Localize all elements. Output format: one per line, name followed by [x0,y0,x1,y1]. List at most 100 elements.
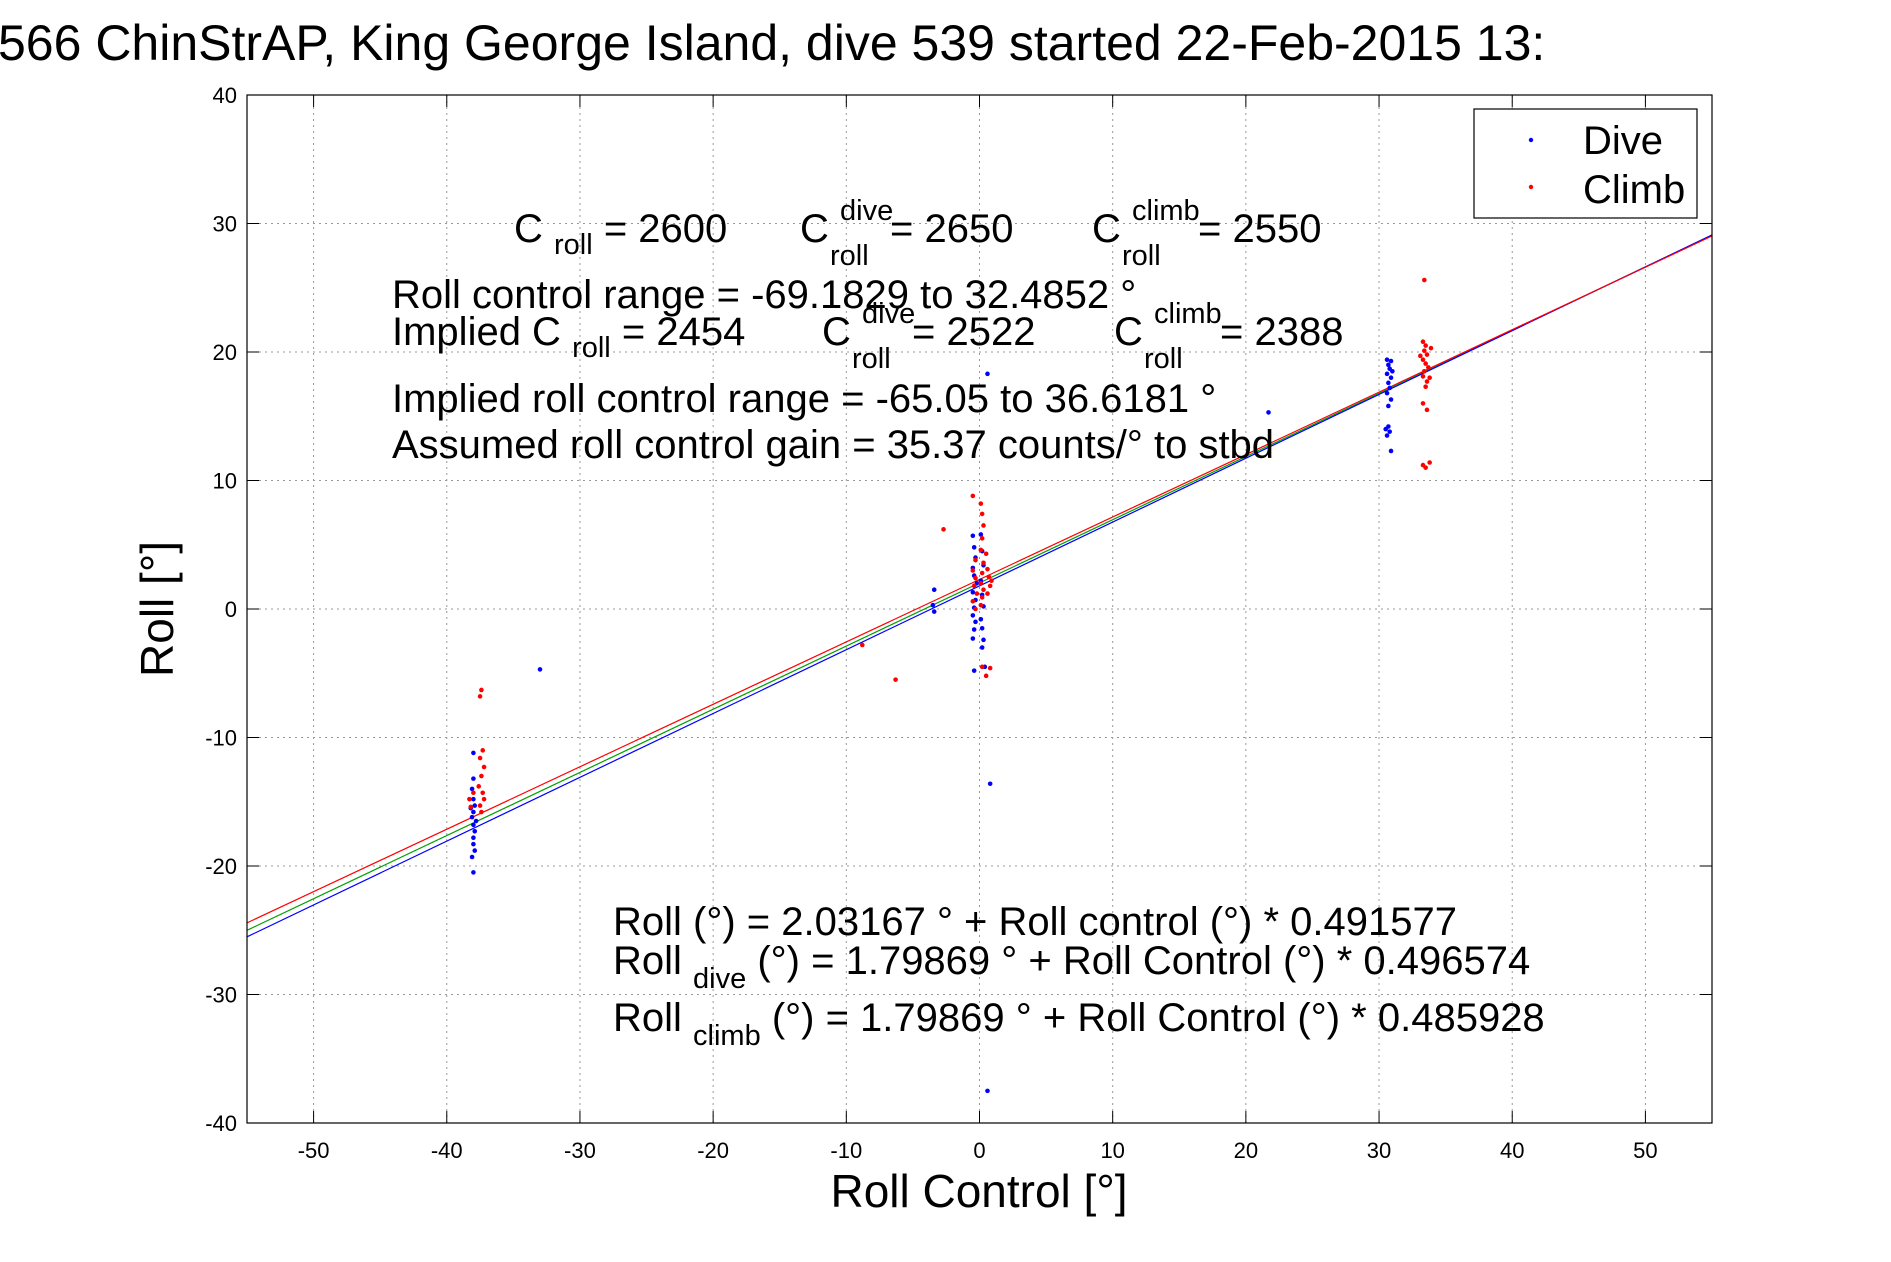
annotation-fit-climb: Roll climb (°) = 1.79869 ° + Roll Contro… [613,996,1545,1054]
point-climb [477,694,483,699]
point-dive [1387,385,1392,391]
point-climb [978,602,984,608]
point-climb [971,583,977,589]
y-tick-label: 20 [213,340,237,365]
x-tick-label: -40 [431,1138,463,1163]
point-climb [979,511,985,517]
point-climb [973,606,978,612]
x-tick-label: 50 [1633,1138,1657,1163]
axis-tick-labels: -50 -40 -30 -20 -10 0 10 20 30 40 50 -40 -30 -20 -10 0 1… [205,83,1657,1163]
point-climb [480,748,486,753]
point-climb [1422,368,1427,374]
point-dive [1384,357,1390,363]
point-dive [469,814,475,820]
point-dive [971,627,977,632]
point-climb [479,773,484,779]
point-dive [469,854,475,860]
point-dive [930,602,936,608]
point-dive [978,616,984,622]
x-tick-label: 40 [1500,1138,1524,1163]
point-climb [979,570,985,576]
point-climb [1423,384,1428,389]
point-climb [981,523,986,528]
point-climb [986,574,992,580]
point-climb [1427,375,1432,381]
point-climb [979,595,985,600]
point-climb [1423,343,1428,348]
point-dive [1384,390,1390,396]
point-dive [1388,375,1394,381]
point-dive [931,609,937,614]
legend-box [1473,108,1698,219]
point-dive [472,803,478,808]
y-axis-label: Roll [°] [131,541,183,677]
fit-line-dive [246,234,1713,938]
x-tick-label: -20 [697,1138,729,1163]
point-dive [970,636,976,641]
x-tick-label: -10 [830,1138,862,1163]
annotation-implied-c-roll-dive: C dive roll = 2522 [822,288,1035,377]
point-dive [471,822,476,828]
point-dive [472,848,478,853]
point-climb [477,803,483,808]
point-climb [860,642,865,648]
point-climb [941,527,946,532]
y-tick-label: 10 [213,469,237,494]
chart-title: 566 ChinStrAP, King George Island, dive … [0,15,1545,71]
point-climb [1420,339,1426,345]
point-dive [970,613,976,618]
point-climb [1422,348,1427,354]
point-dive [471,841,476,847]
point-dive [1266,410,1271,415]
point-dive [971,545,977,550]
point-dive [1387,429,1392,434]
x-tick-label: -30 [564,1138,596,1163]
point-climb [1420,357,1426,363]
point-dive [1383,426,1389,432]
x-tick-label: 0 [973,1138,985,1163]
point-dive [1386,362,1391,368]
point-dive [1386,403,1391,409]
point-climb [1428,345,1434,351]
annotation-fit-dive: Roll dive (°) = 1.79869 ° + Roll Control… [613,939,1530,997]
legend-climb-marker [1528,184,1534,190]
point-climb [1423,465,1428,470]
point-dive [1388,448,1394,454]
point-climb [1426,365,1431,370]
point-dive [981,637,986,643]
point-climb [467,796,472,802]
point-climb [468,804,474,810]
y-tick-label: 30 [213,212,237,237]
point-climb [1427,460,1432,465]
point-dive [1384,371,1390,377]
point-climb [973,557,978,563]
point-climb [471,790,476,796]
point-dive [970,533,976,539]
point-climb [981,587,986,593]
point-dive [471,809,476,815]
point-dive [973,619,978,625]
annotation-roll-control-range: Roll control range = -69.1829 to 32.4852… [392,273,1136,317]
y-tick-label: -10 [205,726,237,751]
point-dive [471,835,476,841]
point-dive [1384,433,1390,438]
point-climb [1423,361,1428,366]
point-climb [978,581,984,586]
x-tick-label: 20 [1234,1138,1258,1163]
point-climb [1424,352,1430,357]
point-climb [987,665,993,671]
point-climb [481,796,487,802]
annotation-fit-all: Roll (°) = 2.03167 ° + Roll control (°) … [613,900,1457,944]
y-tick-label: -40 [205,1111,237,1136]
point-dive [985,371,990,377]
point-dive [970,589,976,595]
annotation-c-roll: C roll = 2600 [514,207,727,263]
point-climb [1420,374,1426,379]
point-climb [979,664,985,670]
point-dive [471,796,476,802]
point-dive [1386,380,1391,386]
annotation-implied-c-roll: Implied C roll = 2454 [392,310,745,366]
x-tick-label: 30 [1367,1138,1391,1163]
point-climb [983,551,989,557]
